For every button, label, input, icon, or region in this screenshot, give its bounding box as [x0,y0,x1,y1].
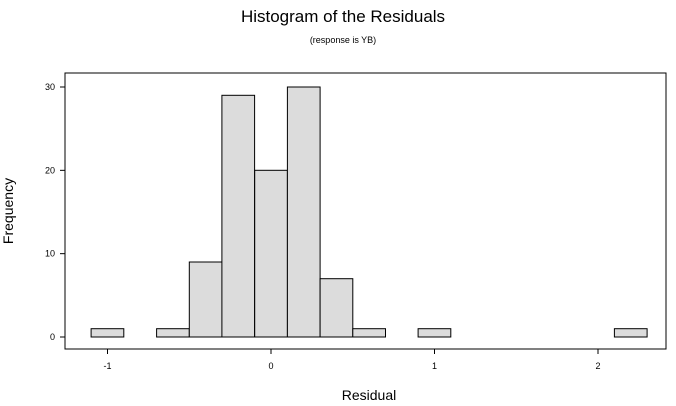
histogram-bar [417,328,452,338]
x-tick-label: 2 [595,361,600,371]
y-tick-label: 0 [50,332,55,342]
histogram-bar [352,328,386,338]
histogram-bar [188,261,223,338]
histogram-bar [613,328,648,338]
chart-subtitle: (response is YB) [310,35,376,45]
histogram-bar [90,328,125,338]
y-axis-label: Frequency [0,178,16,244]
x-tick-label: 1 [432,361,437,371]
y-tick-label: 10 [45,249,55,259]
histogram-bar [319,278,354,338]
x-tick-label: -1 [103,361,111,371]
chart-title: Histogram of the Residuals [241,7,445,26]
histogram-bars [90,86,648,338]
y-axis: 0 10 20 30 [45,82,65,342]
histogram-bar [156,328,190,338]
histogram-bar [254,169,288,338]
x-tick-label: 0 [268,361,273,371]
plot-frame [64,72,667,350]
y-tick-label: 20 [45,165,55,175]
x-axis: -1 0 1 2 [103,349,601,371]
histogram-bar [221,94,256,338]
histogram-bar [286,86,321,338]
y-tick-label: 30 [45,82,55,92]
x-axis-label: Residual [342,387,396,403]
